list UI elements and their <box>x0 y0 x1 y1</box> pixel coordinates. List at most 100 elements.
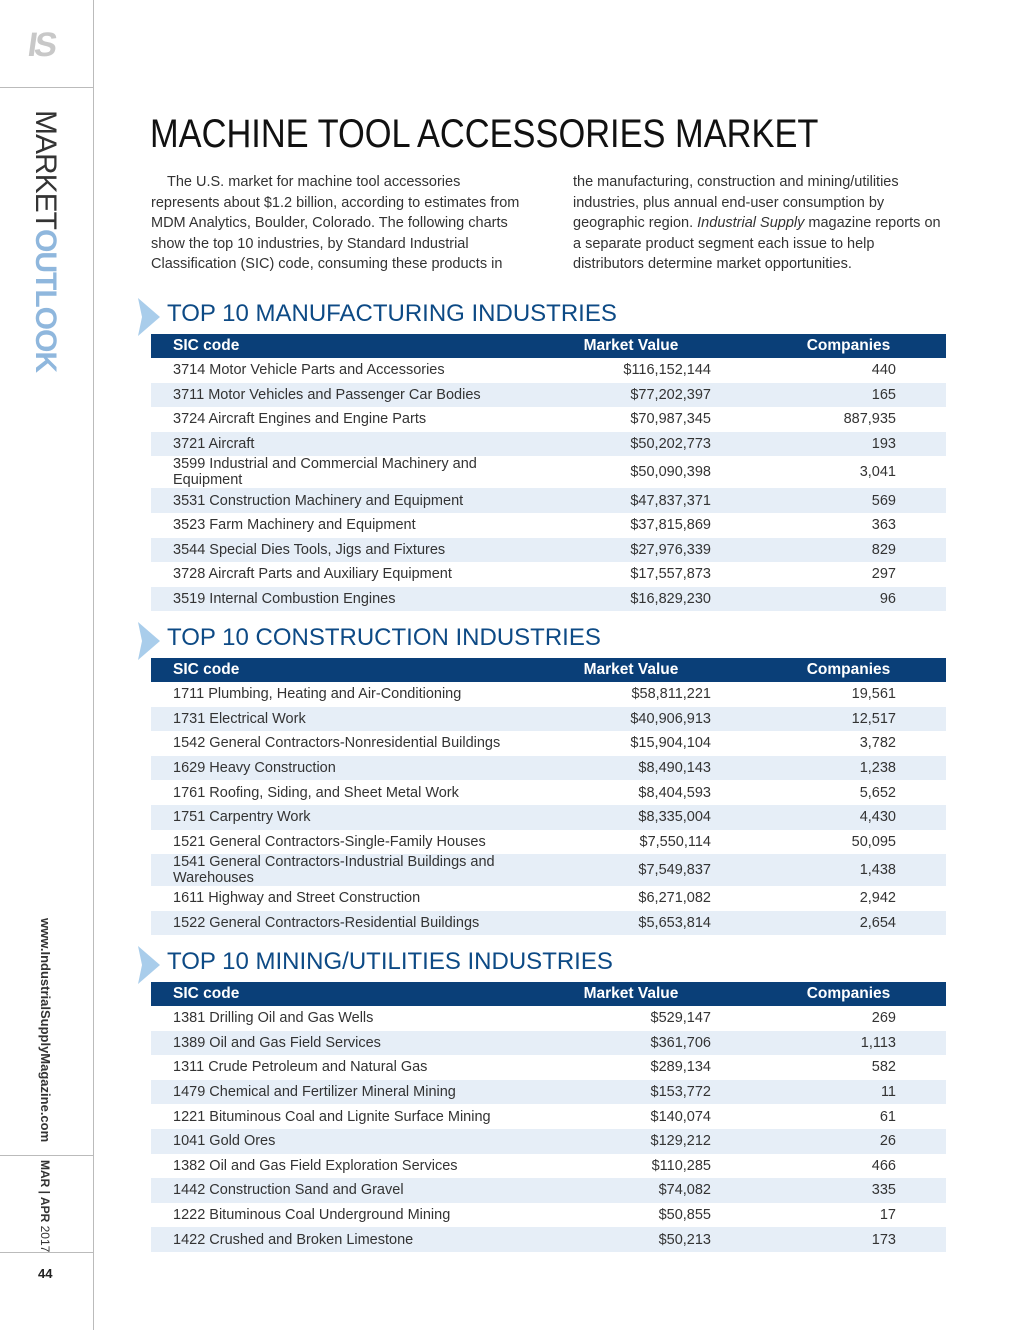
table-cell: $8,490,143 <box>511 755 711 781</box>
table-cell: 3523 Farm Machinery and Equipment <box>173 517 416 534</box>
column-header: Market Value <box>511 334 711 358</box>
table-row: 1542 General Contractors-Nonresidential … <box>151 731 946 756</box>
table-cell: 19,561 <box>851 686 896 703</box>
table-cell: $7,549,837 <box>511 854 711 887</box>
table-cell: 1,113 <box>711 1030 946 1056</box>
table-row: 3599 Industrial and Commercial Machinery… <box>151 456 946 488</box>
column-header: Market Value <box>511 658 711 682</box>
table-cell: 1711 Plumbing, Heating and Air-Condition… <box>173 686 462 703</box>
table-cell: $7,550,114 <box>639 833 712 850</box>
table-cell: 887,935 <box>843 411 896 428</box>
table-row: 1382 Oil and Gas Field Exploration Servi… <box>151 1154 946 1179</box>
table-cell: 3519 Internal Combustion Engines <box>151 586 511 612</box>
table-cell: 1,238 <box>711 755 946 781</box>
table-cell: 1311 Crude Petroleum and Natural Gas <box>173 1059 428 1076</box>
table-cell: 569 <box>711 488 946 513</box>
table-cell: 1222 Bituminous Coal Underground Mining <box>173 1207 451 1224</box>
table-cell: $40,906,913 <box>511 706 711 732</box>
table-cell: 4,430 <box>711 804 946 830</box>
table-row: 3724 Aircraft Engines and Engine Parts $7… <box>151 407 946 432</box>
table-cell: 269 <box>871 1010 896 1027</box>
intro-text: magazine reports on a separate product s… <box>573 215 941 272</box>
table-cell: 297 <box>871 566 896 583</box>
table-cell: 17 <box>879 1207 896 1224</box>
table-cell: 1522 General Contractors-Residential Bui… <box>151 910 511 936</box>
table-row: 1311 Crude Petroleum and Natural Gas $289… <box>151 1055 946 1080</box>
table-cell: $8,404,593 <box>638 784 711 801</box>
intro-text: The U.S. market for machine tool accesso… <box>151 174 899 272</box>
table-cell: 1422 Crushed and Broken Limestone <box>151 1227 511 1252</box>
section-arrow <box>138 622 160 660</box>
table-cell: 1,438 <box>711 854 946 887</box>
table-cell: $110,285 <box>651 1157 711 1174</box>
table-cell: 1221 Bituminous Coal and Lignite Surface… <box>173 1108 491 1125</box>
table-cell: $8,335,004 <box>511 804 711 830</box>
table-cell: 3721 Aircraft <box>151 431 511 457</box>
issue-year: 2017 <box>38 1225 52 1253</box>
table-cell: 829 <box>711 537 946 563</box>
section-label-bold: OUTLOOK <box>29 229 62 373</box>
page-number: 44 <box>38 1266 53 1281</box>
section-label-light: MARKET <box>29 110 62 230</box>
table-cell: $16,829,230 <box>511 586 711 612</box>
table-cell: 96 <box>711 586 946 612</box>
table-cell: 1381 Drilling Oil and Gas Wells <box>173 1010 374 1027</box>
table-cell: 582 <box>871 1059 896 1076</box>
divider <box>0 87 93 88</box>
table-cell: $77,202,397 <box>511 382 711 408</box>
table-row: 1761 Roofing, Siding, and Sheet Metal Wo… <box>151 780 946 805</box>
table-cell: $289,134 <box>650 1059 711 1076</box>
table-cell: $50,213 <box>511 1227 711 1252</box>
table-row: 1422 Crushed and Broken Limestone $50,213… <box>151 1227 946 1252</box>
column-header: Companies <box>711 334 946 358</box>
table-cell: 3724 Aircraft Engines and Engine Parts <box>173 411 427 428</box>
table-cell: 50,095 <box>851 833 896 850</box>
section-title: TOP 10 CONSTRUCTION INDUSTRIES <box>167 624 601 651</box>
table-cell: 1521 General Contractors-Single-Family H… <box>173 833 486 850</box>
table-cell: 440 <box>871 362 896 379</box>
table-cell: 1442 Construction Sand and Gravel <box>151 1178 511 1203</box>
table-cell: 1751 Carpentry Work <box>151 804 511 830</box>
table-row: 1479 Chemical and Fertilizer Mineral Min… <box>151 1079 946 1105</box>
table-cell: $50,202,773 <box>511 431 711 457</box>
table-cell: 1041 Gold Ores <box>151 1128 511 1154</box>
table-row: 1221 Bituminous Coal and Lignite Surface… <box>151 1104 946 1129</box>
header-row: SIC code Market Value Companies <box>151 658 946 682</box>
table-cell: $50,855 <box>658 1207 711 1224</box>
table-row: 1711 Plumbing, Heating and Air-Condition… <box>151 682 946 707</box>
table-cell: $153,772 <box>511 1079 711 1105</box>
data-table: SIC code Market Value Companies 1381 Drilli… <box>151 982 946 1252</box>
table-cell: 1731 Electrical Work <box>151 706 511 732</box>
table-cell: $6,271,082 <box>638 890 711 907</box>
table-cell: $529,147 <box>650 1010 711 1027</box>
table-cell: $17,557,873 <box>630 566 711 583</box>
table-row: 1731 Electrical Work $40,906,913 12,517 <box>151 706 946 732</box>
header-row: SIC code Market Value Companies <box>151 982 946 1006</box>
table-cell: $27,976,339 <box>511 537 711 563</box>
divider <box>0 1155 93 1156</box>
header-row: SIC code Market Value Companies <box>151 334 946 358</box>
table-cell: 3711 Motor Vehicles and Passenger Car Bo… <box>151 382 511 408</box>
column-header: SIC code <box>151 658 511 682</box>
data-table: SIC code Market Value Companies 3714 Motor … <box>151 334 946 612</box>
column-header: Companies <box>711 982 946 1006</box>
table-cell: 3728 Aircraft Parts and Auxiliary Equipm… <box>173 566 452 583</box>
table-row: 3519 Internal Combustion Engines $16,829,… <box>151 586 946 612</box>
section-title: TOP 10 MANUFACTURING INDUSTRIES <box>167 300 617 327</box>
section-arrow <box>138 298 160 336</box>
table-row: 3728 Aircraft Parts and Auxiliary Equipm… <box>151 562 946 587</box>
issue-date: MAR | APR 2017 <box>38 1160 52 1252</box>
table-cell: 1479 Chemical and Fertilizer Mineral Min… <box>151 1079 511 1105</box>
table-cell: 1761 Roofing, Siding, and Sheet Metal Wo… <box>173 784 459 801</box>
table-cell: 363 <box>871 517 896 534</box>
table-row: 3544 Special Dies Tools, Jigs and Fixtur… <box>151 537 946 563</box>
table-row: 1629 Heavy Construction $8,490,143 1,238 <box>151 755 946 781</box>
table-cell: 1629 Heavy Construction <box>151 755 511 781</box>
table-row: 3523 Farm Machinery and Equipment $37,815… <box>151 513 946 538</box>
divider <box>0 1252 93 1253</box>
table-row: 1541 General Contractors-Industrial Buil… <box>151 854 946 887</box>
column-header: SIC code <box>151 334 511 358</box>
table-cell: $129,212 <box>511 1128 711 1154</box>
